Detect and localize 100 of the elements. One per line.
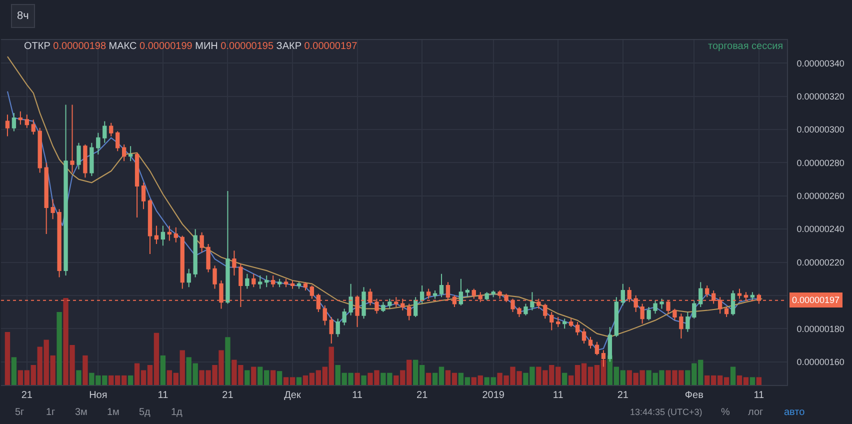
candlestick [543,303,548,320]
candlestick [348,283,353,316]
bar [244,370,250,385]
candlestick [148,198,152,254]
candlestick [724,306,729,318]
candlestick [252,273,256,288]
candlestick [465,288,470,298]
bar [225,337,230,385]
bar [361,375,366,385]
candlestick [550,312,554,331]
candlestick [141,182,146,210]
candlestick [102,120,107,144]
candlestick [76,142,81,170]
candlestick [50,198,55,220]
bar [11,357,17,385]
x-tick-label: 11 [552,390,564,401]
candlestick [83,144,88,178]
candlestick [31,119,36,136]
candlestick [128,146,133,162]
candlestick [698,282,703,308]
ref-line-label: 0.00000197 [792,295,840,305]
candlestick [686,312,690,332]
candlestick [362,286,366,320]
candlestick [594,341,600,356]
candlestick [167,225,172,242]
text: 5г [15,407,25,418]
candlestick [524,303,528,316]
candlestick [200,232,204,253]
candlestick [472,288,476,300]
candlestick [614,296,618,338]
candlestick [484,292,489,301]
candlestick [439,273,444,298]
candlestick [420,284,424,304]
y-tick-label: 0.00000180 [796,324,844,334]
x-tick-label: Фев [684,390,704,401]
text: 3м [75,407,88,418]
candlestick [206,244,210,273]
bar [354,372,360,385]
y-tick-label: 0.00000260 [796,191,844,202]
bar [270,370,276,385]
x-tick-label: Дек [284,390,302,401]
candlestick [640,303,644,324]
candlestick [750,292,755,301]
candlestick [64,104,68,276]
candlestick [12,112,16,132]
candlestick [407,303,412,321]
candlestick [18,110,23,126]
candlestick [70,104,74,174]
text: 1г [46,407,56,418]
candlestick [96,132,100,155]
bar [750,377,756,385]
candlestick [212,265,217,290]
bar [82,355,88,385]
x-tick-label: 21 [617,390,629,401]
x-tick-label: 11 [754,390,765,401]
text: авто [784,407,806,418]
bar [56,312,62,385]
y-tick-label: 0.00000340 [796,58,844,68]
candlestick [660,298,664,310]
candlestick [232,250,236,276]
candlestick [310,284,314,300]
annotation: ОТКР 0.00000198 МАКС 0.00000199 МИН 0.00000195 ЗАКР 0.00000197 [24,41,358,52]
candlestick [329,316,334,344]
candlestick [264,275,269,288]
candlestick [582,328,586,344]
candlestick [556,316,560,328]
candlestick [562,318,567,330]
x-tick-label: 11 [158,390,169,401]
y-tick-label: 0.00000240 [796,224,844,234]
bar [730,366,736,385]
candlestick [342,308,346,326]
text: % [721,407,730,418]
x-tick-label: 21 [21,390,33,401]
candlestick [679,313,684,340]
x-tick-label: Ноя [89,390,108,401]
text: лог [748,407,764,418]
candlestick [186,268,191,288]
candlestick [90,142,94,177]
candlestick [193,228,198,278]
candlestick [160,225,166,246]
candlestick [653,300,658,314]
text: 1м [107,407,120,418]
candlestick [730,290,736,316]
candlestick [388,298,392,310]
candlestick [296,282,302,290]
candlestick [458,278,464,306]
y-tick-label: 0.00000160 [796,356,844,367]
candlestick [290,280,295,290]
candlestick [432,290,438,300]
candlestick [568,318,574,328]
candlestick [588,336,593,350]
annotation: торговая сессия [708,41,784,52]
bar [160,355,166,385]
bar [296,377,302,385]
candlestick [322,304,327,326]
bar [251,366,256,385]
candlestick [122,144,126,162]
candlestick [672,308,677,321]
candlestick [530,292,534,311]
candlestick [109,122,114,137]
